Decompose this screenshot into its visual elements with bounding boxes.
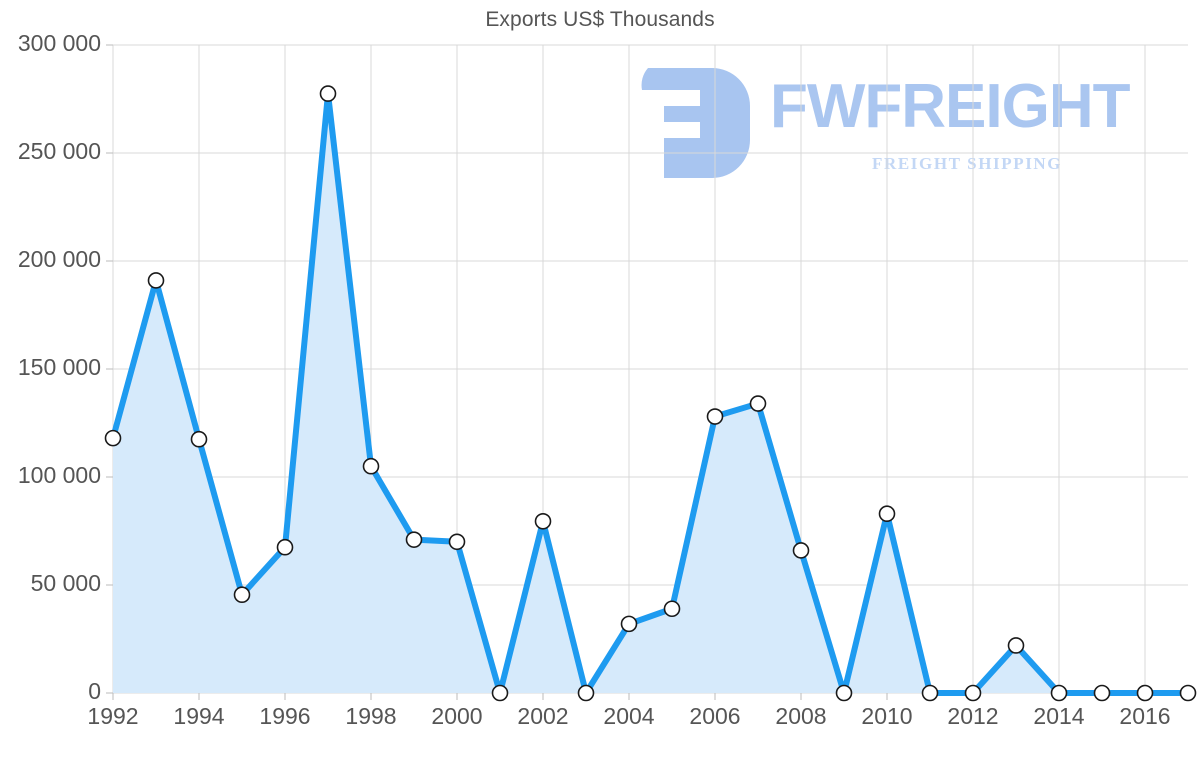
data-point-marker[interactable] bbox=[921, 684, 939, 702]
x-axis-tick-label: 1994 bbox=[173, 703, 225, 729]
data-point-marker[interactable] bbox=[1179, 684, 1197, 702]
area-fill bbox=[113, 93, 1188, 694]
data-point-marker[interactable] bbox=[190, 430, 208, 448]
data-point-marker[interactable] bbox=[1050, 684, 1068, 702]
y-axis-tick-label: 200 000 bbox=[17, 246, 101, 272]
data-point-marker[interactable] bbox=[233, 586, 251, 604]
x-axis-tick-label: 1992 bbox=[87, 703, 139, 729]
data-point-marker[interactable] bbox=[749, 395, 767, 412]
chart-title: Exports US$ Thousands bbox=[485, 8, 715, 31]
data-line bbox=[110, 90, 1191, 696]
series-line-path bbox=[110, 90, 1191, 696]
data-point-marker[interactable] bbox=[1136, 684, 1154, 702]
data-point-marker[interactable] bbox=[319, 85, 337, 102]
x-axis-tick-label: 2012 bbox=[947, 703, 999, 729]
y-axis-tick-label: 100 000 bbox=[17, 462, 101, 488]
x-axis-tick-label: 2014 bbox=[1033, 703, 1085, 729]
y-axis-tick-label: 50 000 bbox=[30, 570, 101, 596]
x-axis-tick-label: 2002 bbox=[517, 703, 569, 729]
data-point-marker[interactable] bbox=[491, 684, 509, 702]
data-point-marker[interactable] bbox=[104, 429, 122, 447]
data-point-marker[interactable] bbox=[835, 684, 853, 702]
data-point-marker[interactable] bbox=[1093, 684, 1111, 702]
data-point-marker[interactable] bbox=[663, 600, 681, 618]
x-axis-tick-label: 1998 bbox=[345, 703, 397, 729]
x-axis-tick-label: 1996 bbox=[259, 703, 311, 729]
y-axis-tick-label: 250 000 bbox=[17, 138, 101, 164]
data-markers[interactable] bbox=[104, 85, 1197, 702]
data-point-marker[interactable] bbox=[276, 538, 294, 556]
data-point-marker[interactable] bbox=[362, 457, 380, 475]
y-axis-tick-label: 300 000 bbox=[17, 30, 101, 56]
data-point-marker[interactable] bbox=[878, 505, 896, 523]
grid-lines bbox=[106, 44, 1188, 700]
x-axis-tick-label: 2008 bbox=[775, 703, 827, 729]
x-axis-tick-label: 2004 bbox=[603, 703, 655, 729]
data-point-marker[interactable] bbox=[620, 615, 638, 633]
data-point-marker[interactable] bbox=[448, 533, 466, 551]
x-axis-tick-label: 2000 bbox=[431, 703, 483, 729]
data-point-marker[interactable] bbox=[405, 531, 423, 548]
data-point-marker[interactable] bbox=[577, 684, 595, 702]
x-axis-tick-label: 2006 bbox=[689, 703, 741, 729]
data-point-marker[interactable] bbox=[147, 272, 165, 289]
y-axis-tick-label: 0 bbox=[88, 678, 101, 704]
y-axis-tick-label: 150 000 bbox=[17, 354, 101, 380]
x-axis-tick-label: 2010 bbox=[861, 703, 913, 729]
data-point-marker[interactable] bbox=[964, 684, 982, 702]
data-point-marker[interactable] bbox=[792, 542, 810, 559]
data-point-marker[interactable] bbox=[534, 512, 552, 530]
x-axis-tick-label: 2016 bbox=[1119, 703, 1171, 729]
data-point-marker[interactable] bbox=[706, 408, 724, 425]
area-fill-path bbox=[113, 93, 1188, 694]
data-point-marker[interactable] bbox=[1007, 637, 1025, 654]
